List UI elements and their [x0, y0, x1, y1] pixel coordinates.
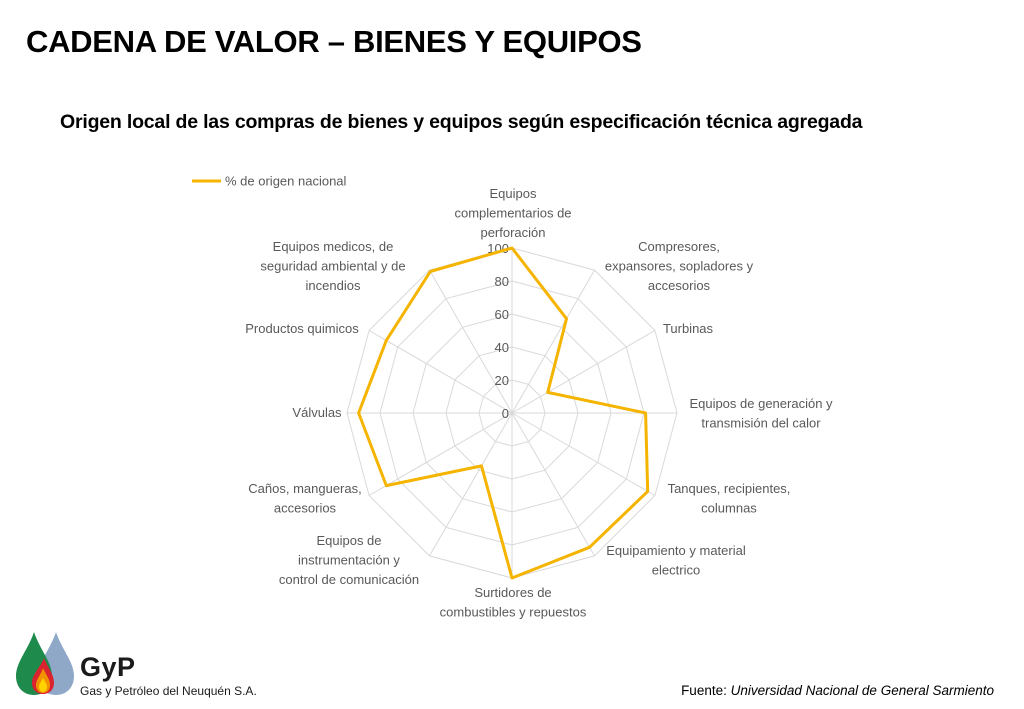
flame-drops-icon	[16, 632, 74, 695]
source-label: Fuente:	[681, 683, 727, 698]
category-label: Válvulas	[292, 405, 342, 420]
logo-company-name: Gas y Petróleo del Neuquén S.A.	[80, 684, 257, 698]
grid-spoke	[429, 412, 513, 557]
category-label: Tanques, recipientes, columnas	[668, 481, 791, 516]
grid-spoke	[511, 269, 595, 414]
legend-label: % de origen nacional	[225, 174, 347, 189]
category-label: Equipos de instrumentación y control de co…	[279, 533, 419, 587]
chart-legend: % de origen nacional	[192, 174, 347, 189]
category-labels: Equipos complementarios de perforación Comp…	[245, 186, 833, 620]
page-title: CADENA DE VALOR – BIENES Y EQUIPOS	[26, 24, 642, 59]
grid-spoke	[511, 412, 656, 496]
logo-brand: GyP	[80, 652, 136, 682]
category-label: Caños, mangueras, accesorios	[248, 481, 361, 516]
radar-grid	[346, 247, 678, 579]
category-label: Equipos medicos, de seguridad ambiental y…	[260, 239, 405, 293]
grid-spoke	[511, 412, 595, 557]
tick-label: 40	[495, 340, 509, 355]
grid-spoke	[511, 330, 656, 414]
source-note: Fuente: Universidad Nacional de General …	[681, 683, 994, 698]
tick-label: 80	[495, 274, 509, 289]
company-logo	[12, 628, 272, 700]
series-layer	[357, 246, 650, 580]
category-label: Turbinas	[663, 321, 714, 336]
grid-spoke	[368, 412, 513, 496]
category-label: Surtidores de combustibles y repuestos	[440, 585, 587, 620]
series-line	[357, 246, 650, 580]
category-label: Compresores, expansores, sopladores y acce…	[605, 239, 754, 293]
category-label: Equipamiento y material electrico	[606, 543, 746, 578]
category-label: Productos quimicos	[245, 321, 359, 336]
category-label: Equipos complementarios de perforación	[454, 186, 571, 240]
tick-label: 60	[495, 307, 509, 322]
category-label: Equipos de generación y transmisión del c…	[689, 396, 833, 431]
source-value: Universidad Nacional de General Sarmient…	[730, 683, 994, 698]
grid-spoke	[429, 269, 513, 414]
tick-label: 20	[495, 373, 509, 388]
grid-spoke	[368, 330, 513, 414]
chart-subtitle: Origen local de las compras de bienes y …	[60, 111, 863, 133]
tick-label: 0	[502, 406, 509, 421]
